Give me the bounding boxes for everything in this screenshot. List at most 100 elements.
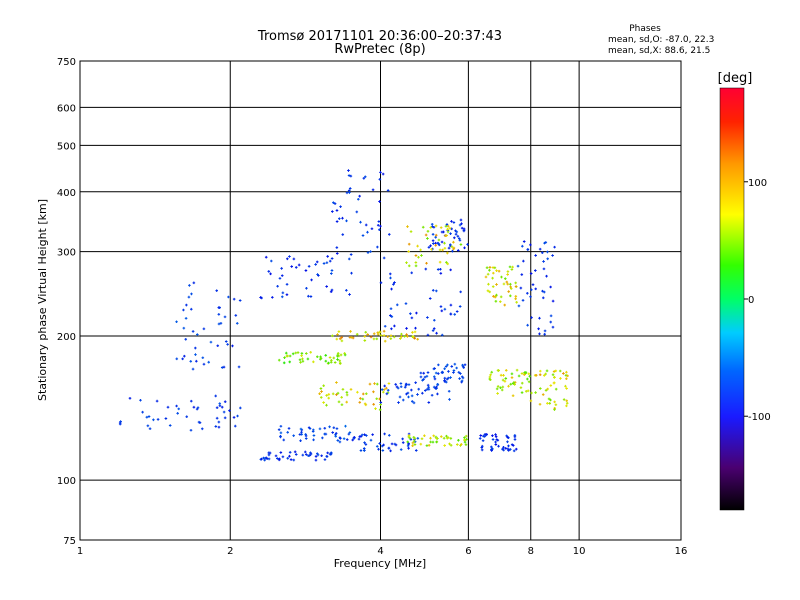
scatter-point [544,372,547,376]
scatter-point [269,272,272,276]
scatter-point [282,361,286,365]
scatter-point [358,194,361,198]
scatter-point [436,268,440,271]
scatter-point [358,401,362,404]
scatter-point [412,335,415,338]
scatter-point [315,260,319,264]
scatter-point [521,299,525,302]
scatter-point [502,445,505,449]
scatter-point [375,397,378,401]
scatter-point [319,396,323,399]
scatter-point [482,434,485,438]
scatter-point [278,277,282,280]
scatter-point [463,363,467,367]
scatter-point [407,242,411,246]
scatter-point [280,274,284,277]
scatter-point [276,284,279,288]
scatter-point [192,405,196,409]
scatter-point [411,441,415,445]
scatter-point [460,222,463,225]
scatter-point [446,251,449,255]
scatter-point [446,227,449,231]
scatter-point [322,401,325,404]
scatter-point [449,303,453,307]
scatter-point [414,381,417,384]
scatter-point [339,353,343,357]
x-tick-label: 8 [528,546,534,557]
scatter-point [268,451,272,455]
scatter-point [214,394,217,398]
colorbar-label: [deg] [718,71,753,86]
scatter-point [298,433,302,436]
scatter-point [499,300,502,303]
scatter-point [175,320,178,324]
scatter-point [509,448,512,451]
scatter-point [427,246,431,249]
scatter-point [490,445,493,449]
scatter-point [366,333,369,336]
scatter-point [285,293,289,296]
scatter-point [332,356,336,360]
scatter-point [300,354,303,357]
scatter-point [431,329,435,332]
scatter-point [443,307,447,311]
scatter-point [453,313,457,316]
scatter-point [191,367,195,371]
scatter-point [290,265,293,268]
scatter-point [529,272,533,275]
scatter-point [271,296,274,299]
scatter-point [381,172,385,176]
scatter-point [430,248,433,251]
colorbar-tick-label: 100 [748,178,767,189]
scatter-point [280,295,284,299]
scatter-point [363,441,366,444]
scatter-point [325,454,329,458]
scatter-point [419,248,422,252]
scatter-point [514,285,518,288]
scatter-point [400,335,403,338]
scatter-point [565,387,568,390]
scatter-point [445,261,448,264]
scatter-point [546,387,549,391]
scatter-point [336,333,339,336]
scatter-point [234,314,238,317]
scatter-point [343,353,347,357]
y-tick-label: 750 [57,57,76,68]
scatter-point [519,286,523,290]
scatter-point [191,330,195,333]
scatter-point [347,432,351,436]
scatter-point [539,387,542,390]
scatter-point [372,390,375,394]
scatter-point [233,424,237,428]
scatter-point [380,444,384,448]
scatter-point [260,457,263,461]
scatter-point [196,406,200,410]
scatter-point [398,395,402,399]
scatter-point [223,315,227,319]
scatter-point [464,434,468,438]
scatter-point [349,330,352,333]
scatter-point [209,340,213,344]
scatter-point [429,436,432,440]
scatter-point [428,297,432,300]
scatter-point [513,438,517,441]
scatter-point [312,438,315,442]
scatter-point [148,427,152,430]
scatter-point [541,393,545,396]
scatter-point [299,361,302,364]
scatter-point [392,283,395,286]
scatter-point [383,339,387,343]
scatter-point [293,450,297,454]
scatter-point [349,253,353,256]
scatter-point [541,251,544,255]
scatter-point [286,257,289,261]
scatter-point [394,383,397,386]
scatter-point [436,383,439,386]
scatter-point [565,377,568,381]
scatter-point [323,426,327,430]
scatter-point [494,299,498,303]
scatter-point [425,374,429,378]
scatter-point [407,434,411,437]
scatter-point [502,448,505,452]
scatter-point [321,436,324,440]
